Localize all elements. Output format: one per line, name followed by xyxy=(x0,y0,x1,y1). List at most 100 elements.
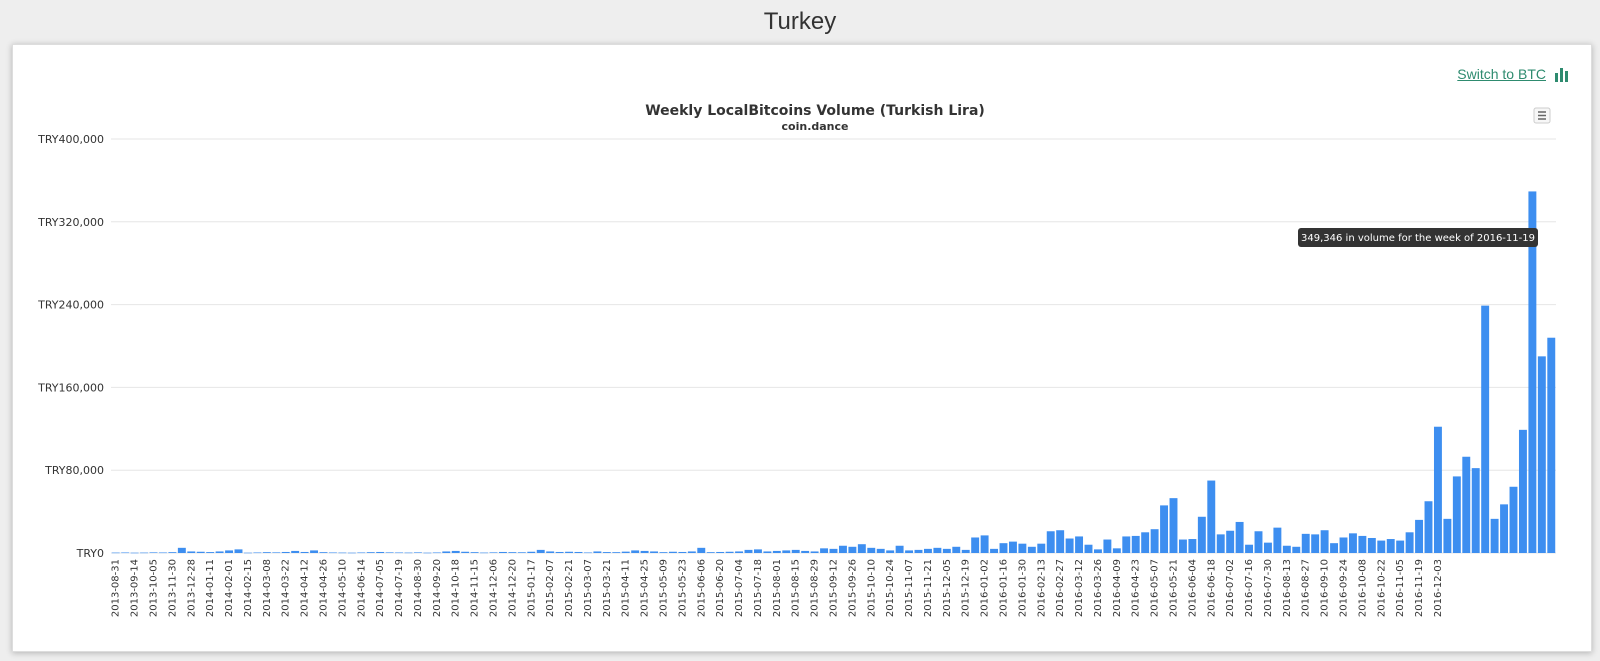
bar[interactable] xyxy=(111,552,120,554)
bar[interactable] xyxy=(1056,530,1065,553)
bar[interactable] xyxy=(461,551,470,553)
bar[interactable] xyxy=(820,548,829,553)
bar[interactable] xyxy=(1481,305,1490,553)
bar[interactable] xyxy=(735,551,744,553)
bar[interactable] xyxy=(1112,548,1121,553)
bar[interactable] xyxy=(300,551,309,553)
bar[interactable] xyxy=(1386,539,1395,553)
bar[interactable] xyxy=(593,551,602,553)
bar[interactable] xyxy=(451,550,460,553)
bar[interactable] xyxy=(1207,480,1216,553)
bar[interactable] xyxy=(1367,537,1376,553)
bar[interactable] xyxy=(1471,468,1480,553)
bar[interactable] xyxy=(1037,543,1046,553)
bar[interactable] xyxy=(527,551,536,553)
bar[interactable] xyxy=(1358,535,1367,553)
bar[interactable] xyxy=(1518,429,1527,553)
bar[interactable] xyxy=(310,550,319,553)
bar[interactable] xyxy=(555,551,564,553)
bar[interactable] xyxy=(961,549,970,553)
bar[interactable] xyxy=(149,552,158,553)
bar[interactable] xyxy=(1235,521,1244,553)
bar[interactable] xyxy=(716,551,725,553)
bar[interactable] xyxy=(914,549,923,553)
bar[interactable] xyxy=(1424,501,1433,553)
bar[interactable] xyxy=(905,550,914,553)
bar[interactable] xyxy=(876,548,885,553)
bar[interactable] xyxy=(215,551,224,553)
bar[interactable] xyxy=(772,550,781,553)
bar[interactable] xyxy=(1122,536,1131,553)
bar[interactable] xyxy=(583,552,592,554)
bar[interactable] xyxy=(413,552,422,553)
bar[interactable] xyxy=(1254,531,1263,553)
bar[interactable] xyxy=(574,551,583,553)
bar[interactable] xyxy=(659,552,668,553)
bar[interactable] xyxy=(952,546,961,553)
bar[interactable] xyxy=(1018,543,1027,553)
bar[interactable] xyxy=(1311,534,1320,553)
bar[interactable] xyxy=(234,549,243,553)
bar[interactable] xyxy=(319,552,328,553)
bar[interactable] xyxy=(886,550,895,553)
bar[interactable] xyxy=(423,552,432,554)
bar[interactable] xyxy=(942,548,951,553)
bar[interactable] xyxy=(999,543,1008,553)
bar[interactable] xyxy=(1500,504,1509,553)
bar[interactable] xyxy=(810,551,819,553)
bar[interactable] xyxy=(1131,535,1140,553)
bar[interactable] xyxy=(1197,516,1206,553)
bar[interactable] xyxy=(470,552,479,553)
bar[interactable] xyxy=(1462,456,1471,553)
bar[interactable] xyxy=(725,551,734,553)
bar[interactable] xyxy=(1075,536,1084,553)
bar[interactable] xyxy=(1216,534,1225,553)
bar[interactable] xyxy=(480,552,489,554)
bar[interactable] xyxy=(395,552,404,554)
bar[interactable] xyxy=(1330,543,1339,553)
bar[interactable] xyxy=(187,551,196,553)
bar[interactable] xyxy=(1008,541,1017,553)
bar[interactable] xyxy=(404,552,413,554)
bar[interactable] xyxy=(1188,539,1197,553)
bar[interactable] xyxy=(895,545,904,553)
bar[interactable] xyxy=(1169,498,1178,553)
bar[interactable] xyxy=(1320,530,1329,553)
bar[interactable] xyxy=(612,552,621,553)
bar[interactable] xyxy=(385,552,394,553)
bar[interactable] xyxy=(1084,544,1093,553)
bar[interactable] xyxy=(1027,546,1036,553)
bar[interactable] xyxy=(1339,537,1348,553)
bar[interactable] xyxy=(1537,356,1546,553)
bar[interactable] xyxy=(848,546,857,553)
bar[interactable] xyxy=(442,551,451,553)
bar[interactable] xyxy=(338,552,347,554)
bar[interactable] xyxy=(366,552,375,553)
switch-to-btc-link[interactable]: Switch to BTC xyxy=(1457,66,1570,82)
bar[interactable] xyxy=(262,552,271,553)
bar[interactable] xyxy=(1443,518,1452,553)
bar[interactable] xyxy=(867,547,876,553)
bar[interactable] xyxy=(1103,539,1112,553)
bar[interactable] xyxy=(196,551,205,553)
bar[interactable] xyxy=(990,548,999,553)
bar[interactable] xyxy=(1433,426,1442,553)
bar[interactable] xyxy=(801,550,810,553)
bar[interactable] xyxy=(1348,533,1357,553)
bar[interactable] xyxy=(546,551,555,553)
bar[interactable] xyxy=(177,547,186,553)
bar[interactable] xyxy=(678,551,687,553)
bar[interactable] xyxy=(1490,518,1499,553)
bar[interactable] xyxy=(1301,533,1310,553)
bar[interactable] xyxy=(744,549,753,553)
bar[interactable] xyxy=(602,552,611,553)
bar[interactable] xyxy=(631,550,640,553)
bar[interactable] xyxy=(168,552,177,553)
bar[interactable] xyxy=(838,545,847,553)
bar[interactable] xyxy=(357,552,366,554)
bar[interactable] xyxy=(272,552,281,553)
bar[interactable] xyxy=(1178,539,1187,553)
bar[interactable] xyxy=(857,544,866,553)
bar[interactable] xyxy=(668,551,677,553)
bar[interactable] xyxy=(225,550,234,553)
